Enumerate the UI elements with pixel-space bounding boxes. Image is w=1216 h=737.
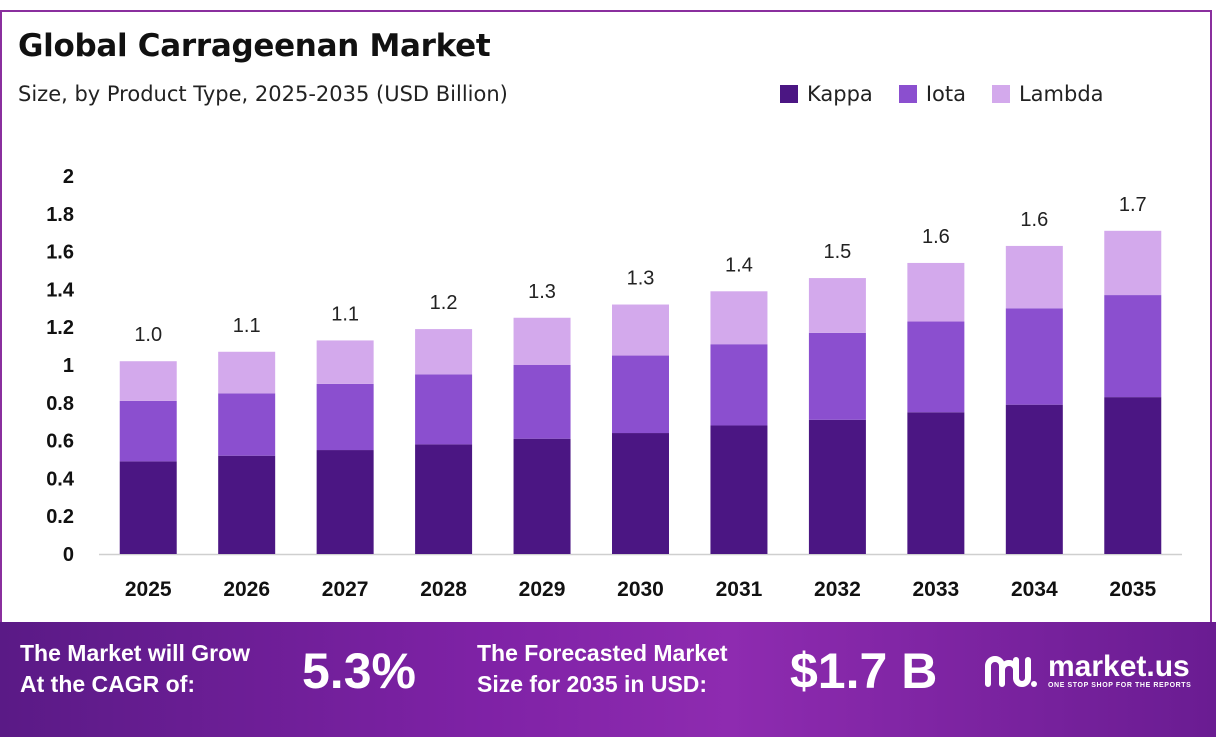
bar-segment-kappa [710, 425, 768, 554]
bar-segment-lambda [415, 329, 473, 375]
legend-item-lambda: Lambda [991, 82, 1104, 106]
bar-total-label: 1.6 [922, 226, 950, 248]
bar-segment-kappa [316, 450, 374, 554]
y-tick-label: 1.6 [46, 242, 74, 264]
legend-swatch-iota [898, 85, 917, 103]
bar-segment-iota [513, 365, 571, 439]
legend: Kappa Iota Lambda [780, 82, 1104, 106]
bar-total-label: 1.3 [528, 281, 556, 303]
bar-segment-kappa [415, 444, 473, 554]
bar-total-label: 1.6 [1020, 209, 1048, 231]
bar-total-label: 1.0 [134, 324, 162, 346]
bar-total-label: 1.1 [233, 315, 261, 337]
bar-total-label: 1.5 [824, 241, 852, 263]
cagr-label-line1: The Market will Grow [20, 640, 251, 666]
bar-segment-kappa [218, 455, 276, 554]
forecast-label-line1: The Forecasted Market [477, 640, 728, 666]
legend-swatch-lambda [991, 85, 1010, 103]
y-tick-label: 1 [63, 355, 74, 377]
bar-segment-iota [1005, 308, 1063, 405]
bar-segment-lambda [710, 291, 768, 345]
bar-segment-kappa [907, 412, 965, 554]
bar-segment-lambda [218, 351, 276, 394]
x-tick-label: 2035 [1109, 578, 1156, 601]
x-tick-label: 2034 [1011, 578, 1058, 601]
legend-label-lambda: Lambda [1018, 82, 1104, 106]
y-tick-label: 2 [63, 166, 74, 188]
bar-segment-kappa [119, 461, 177, 554]
bar-chart: 0 0.2 0.4 0.6 0.8 1 1.2 1.4 1.6 1.8 2 1.0 2025 1.1 202… [46, 166, 1182, 601]
x-tick-label: 2025 [125, 578, 172, 601]
bar-segment-iota [808, 332, 866, 420]
x-tick-label: 2026 [223, 578, 270, 601]
y-tick-label: 0.8 [46, 393, 74, 415]
bar-segment-lambda [1104, 230, 1162, 296]
cagr-label: The Market will Grow At the CAGR of: [20, 638, 250, 700]
chart-title: Global Carrageenan Market [18, 28, 491, 64]
x-tick-label: 2033 [913, 578, 960, 601]
bar-segment-lambda [316, 340, 374, 384]
cagr-value: 5.3% [302, 643, 416, 699]
bar-segment-lambda [513, 317, 571, 365]
bar-segment-kappa [1005, 404, 1063, 554]
x-tick-label: 2029 [519, 578, 566, 601]
legend-label-kappa: Kappa [807, 82, 873, 106]
bar-segment-lambda [1005, 245, 1063, 309]
y-tick-label: 0.4 [46, 468, 75, 490]
bar-segment-kappa [1104, 397, 1162, 554]
brand-name: market.us [1048, 649, 1190, 683]
y-tick-label: 0.2 [46, 506, 74, 528]
y-tick-label: 0 [63, 544, 74, 566]
bar-segment-iota [612, 355, 669, 434]
forecast-label: The Forecasted Market Size for 2035 in U… [477, 638, 728, 700]
bar-total-label: 1.1 [331, 303, 359, 325]
bar-segment-iota [316, 383, 374, 451]
bar-total-label: 1.4 [725, 254, 753, 276]
x-tick-label: 2031 [716, 578, 763, 601]
y-tick-label: 1.2 [46, 317, 74, 339]
bar-segment-iota [119, 400, 177, 462]
legend-label-iota: Iota [925, 82, 966, 106]
bar-segment-kappa [513, 438, 571, 554]
brand-logo: market.us ONE STOP SHOP FOR THE REPORTS [984, 648, 1191, 692]
y-tick-label: 0.6 [46, 431, 74, 453]
bar-total-label: 1.3 [627, 268, 655, 290]
cagr-label-line2: At the CAGR of: [20, 671, 196, 697]
bar-segment-lambda [907, 262, 965, 322]
forecast-label-line2: Size for 2035 in USD: [477, 671, 708, 697]
legend-item-iota: Iota [898, 82, 966, 106]
x-tick-label: 2028 [420, 578, 467, 601]
bar-segment-iota [907, 321, 965, 413]
bar-segment-lambda [808, 278, 866, 333]
x-tick-label: 2032 [814, 578, 861, 601]
y-tick-label: 1.8 [46, 204, 74, 226]
bar-total-label: 1.2 [430, 292, 458, 314]
bar-segment-iota [1104, 295, 1162, 398]
chart-subtitle: Size, by Product Type, 2025-2035 (USD Bi… [18, 82, 508, 106]
bar-segment-iota [415, 374, 473, 445]
legend-item-kappa: Kappa [780, 82, 873, 106]
bar-total-label: 1.7 [1119, 194, 1147, 216]
bar-segment-kappa [612, 433, 669, 554]
bar-segment-iota [710, 344, 768, 426]
bar-segment-lambda [612, 304, 669, 356]
x-tick-label: 2027 [322, 578, 369, 601]
market-us-logo-icon [985, 656, 1037, 687]
bar-segment-lambda [119, 361, 177, 401]
y-tick-label: 1.4 [46, 279, 75, 301]
bar-segment-iota [218, 393, 276, 456]
x-tick-label: 2030 [617, 578, 664, 601]
footer-banner: The Market will Grow At the CAGR of: 5.3… [0, 622, 1216, 737]
legend-swatch-kappa [780, 85, 798, 103]
bar-segment-kappa [808, 419, 866, 554]
brand-tagline: ONE STOP SHOP FOR THE REPORTS [1048, 681, 1192, 689]
forecast-value: $1.7 B [790, 643, 938, 699]
